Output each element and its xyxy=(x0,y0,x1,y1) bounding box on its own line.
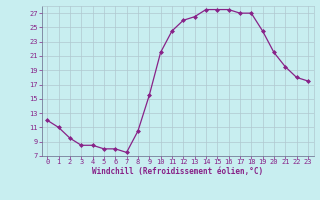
X-axis label: Windchill (Refroidissement éolien,°C): Windchill (Refroidissement éolien,°C) xyxy=(92,167,263,176)
